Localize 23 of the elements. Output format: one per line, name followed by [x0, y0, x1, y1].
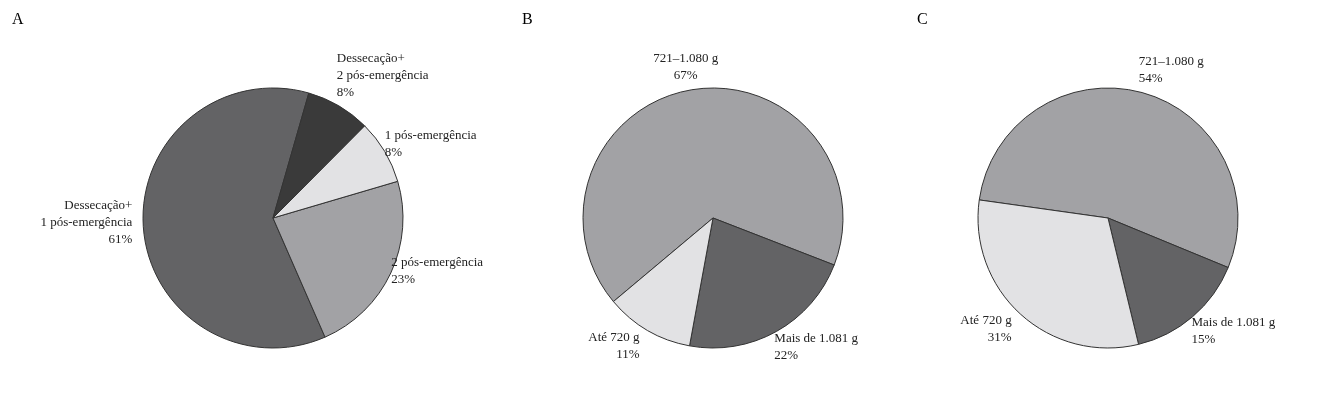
data-label: 15% [1191, 331, 1216, 347]
data-label: 8% [384, 143, 403, 159]
slice-label: Mais de 1.081 g [1191, 314, 1276, 330]
slice-label: Dessecação+ 1 pós-emergência [40, 197, 133, 230]
slice-label: Mais de 1.081 g [774, 329, 859, 345]
slice-label: Até 720 g [588, 328, 641, 344]
data-label: 54% [1138, 69, 1163, 85]
data-label: 23% [391, 270, 416, 286]
slice-label: 721–1.080 g [653, 49, 719, 65]
slice-label: Até 720 g [960, 311, 1013, 327]
slice-label: 1 pós-emergência [384, 126, 477, 142]
chart-title: C [917, 10, 928, 28]
data-label: 8% [336, 83, 355, 99]
data-label: 11% [616, 345, 640, 361]
chart-title: A [12, 10, 24, 28]
slice-label: Dessecação+ 2 pós-emergência [336, 49, 429, 82]
slice-label: 721–1.080 g [1138, 52, 1205, 68]
data-label: 31% [987, 328, 1012, 344]
data-label: 61% [108, 231, 133, 247]
slice-label: 2 pós-emergência [391, 253, 484, 269]
chart-title: B [522, 10, 533, 28]
data-label: 22% [774, 346, 799, 362]
data-label: 67% [673, 66, 698, 82]
